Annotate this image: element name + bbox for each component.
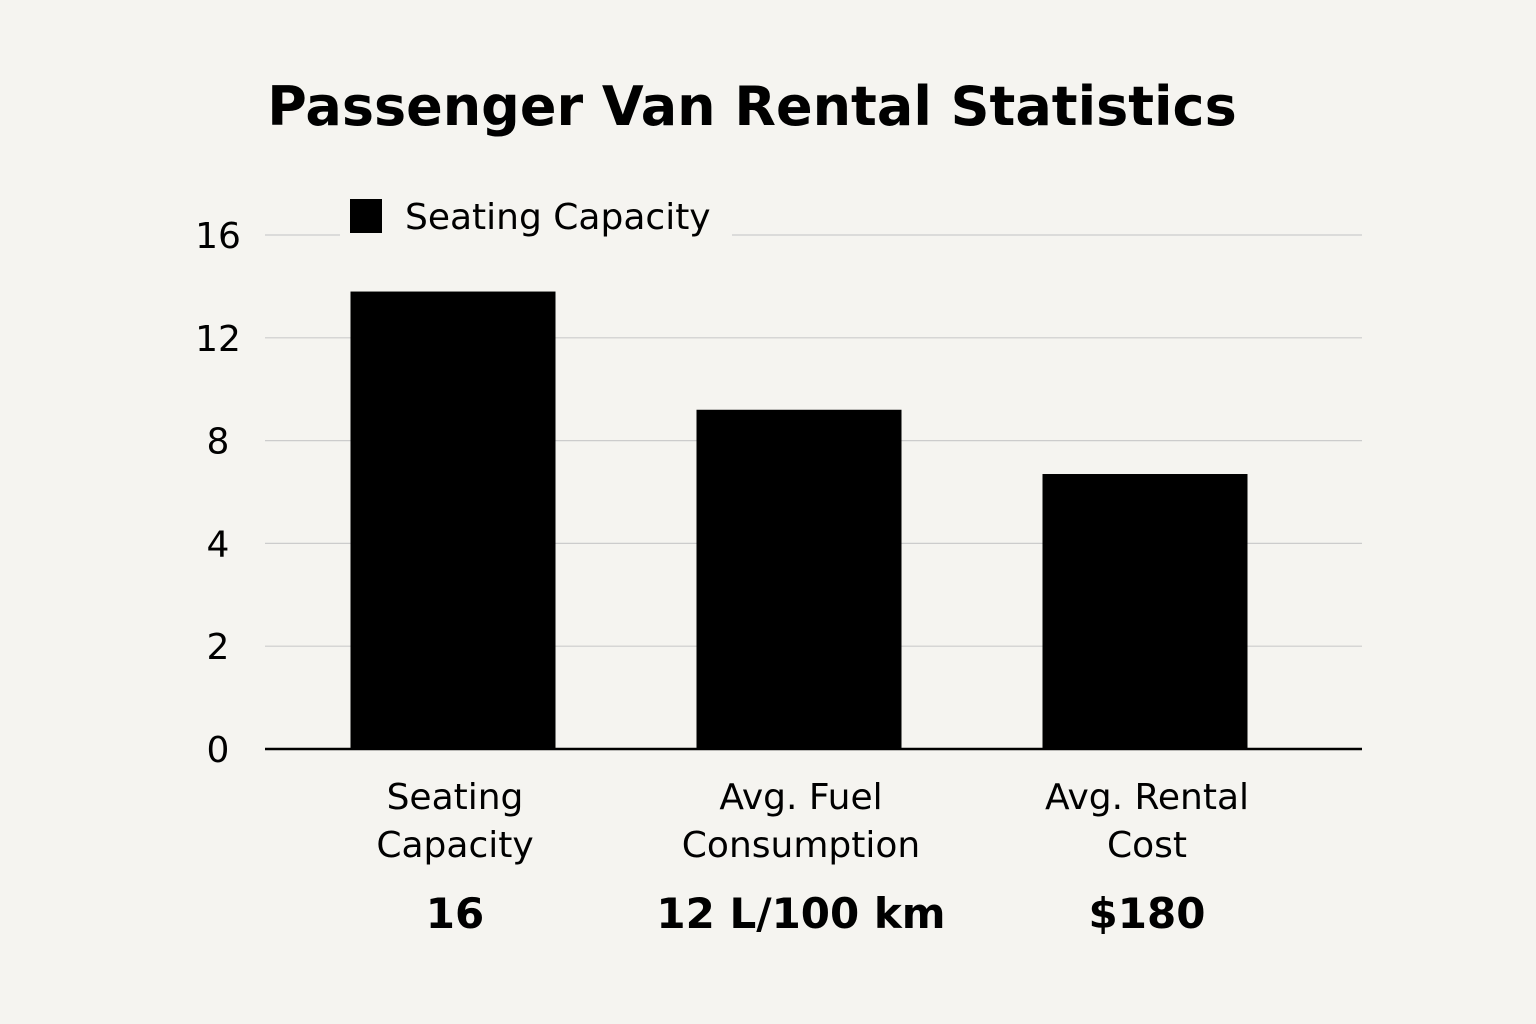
value-label: 16 [426, 889, 484, 938]
axes: 0 2 4 8 12 16 [195, 216, 1362, 771]
bars [350, 291, 1248, 749]
x-category-label: Avg. Rental [1045, 777, 1249, 818]
chart-title: Passenger Van Rental Statistics [267, 75, 1236, 138]
y-tick-label: 8 [207, 422, 230, 463]
y-tick-label: 12 [195, 319, 241, 360]
x-category-label: Capacity [376, 825, 533, 866]
bar [696, 409, 902, 749]
y-tick-label: 2 [207, 627, 230, 668]
y-tick-label: 0 [207, 730, 230, 771]
value-label: $180 [1089, 889, 1206, 938]
y-tick-label: 16 [195, 216, 241, 257]
x-category-label: Consumption [682, 825, 920, 866]
category-labels: Seating Capacity 16 Avg. Fuel Consumption 12 … [376, 777, 1249, 938]
x-category-label: Cost [1107, 825, 1187, 866]
legend-swatch [350, 199, 382, 233]
y-tick-label: 4 [207, 524, 230, 565]
bar [1042, 474, 1248, 749]
x-category-label: Avg. Fuel [719, 777, 882, 818]
x-category-label: Seating [387, 777, 524, 818]
legend: Seating Capacity [340, 190, 732, 248]
bar [350, 291, 556, 749]
legend-label: Seating Capacity [405, 197, 711, 238]
value-label: 12 L/100 km [656, 889, 945, 938]
legend-background [340, 190, 732, 248]
